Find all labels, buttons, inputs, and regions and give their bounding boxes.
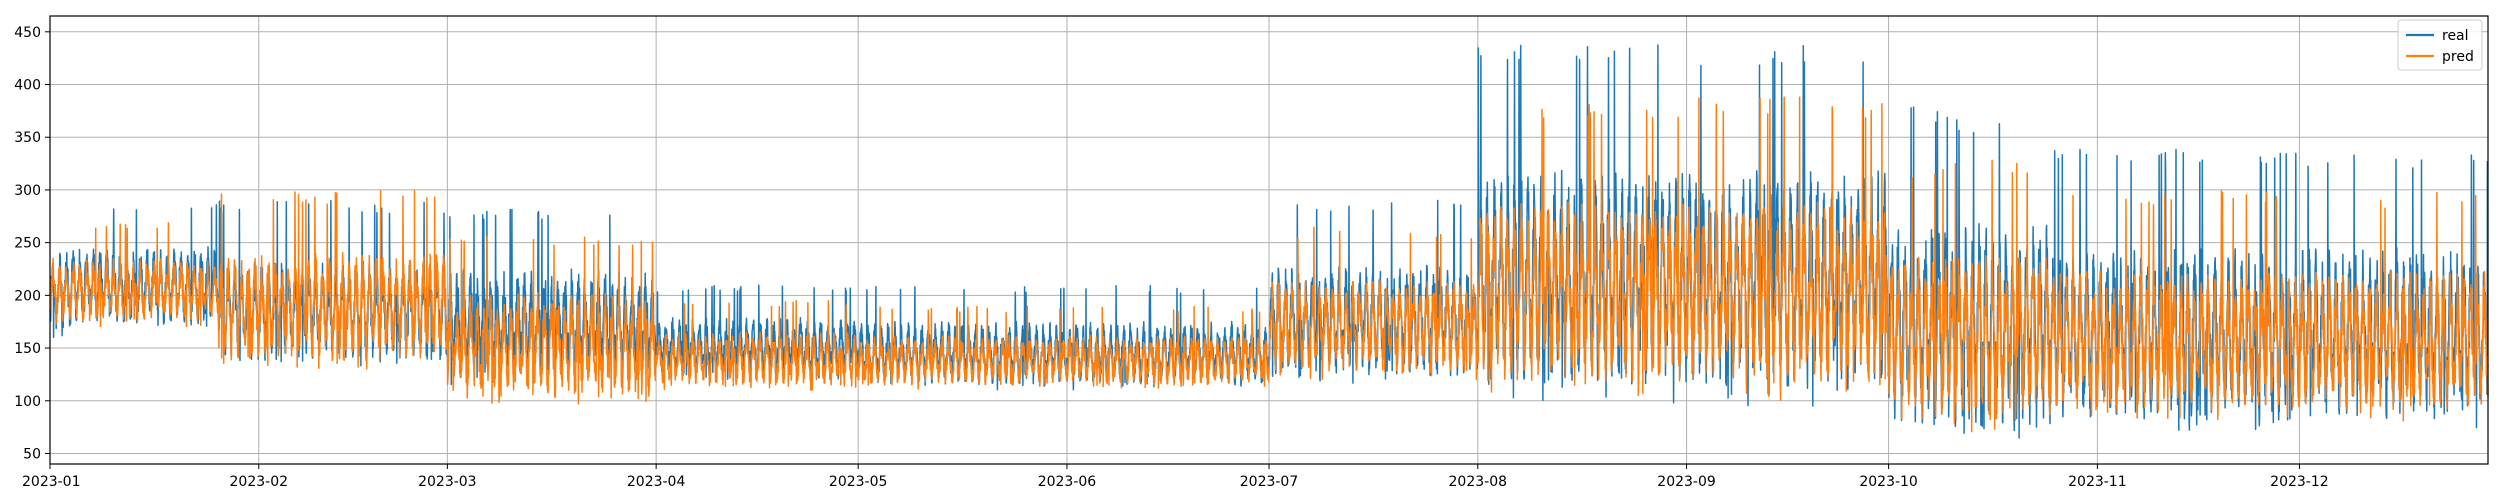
x-axis: 2023-01 2023-02 2023-03 2023-04 2023-05 2023-… — [22, 464, 2329, 490]
grid-layer — [49, 16, 2488, 464]
x-tick-label: 2023-04 — [627, 474, 686, 490]
y-tick-label: 400 — [14, 78, 41, 94]
y-tick-label: 450 — [14, 25, 41, 41]
x-tick-label: 2023-11 — [2068, 474, 2127, 490]
series-line-pred — [49, 96, 2489, 433]
x-tick-label: 2023-05 — [829, 474, 888, 490]
x-tick-label: 2023-09 — [1657, 474, 1716, 490]
x-tick-label: 2023-08 — [1449, 474, 1508, 490]
x-tick-label: 2023-06 — [1038, 474, 1097, 490]
y-tick-label: 350 — [14, 130, 41, 146]
series-layer — [49, 44, 2489, 439]
y-tick-label: 100 — [14, 394, 41, 410]
legend-box — [2397, 19, 2483, 71]
legend-label-pred: pred — [2442, 49, 2474, 65]
x-tick-label: 2023-10 — [1859, 474, 1918, 490]
y-tick-label: 200 — [14, 288, 41, 304]
y-tick-label: 250 — [14, 236, 41, 252]
x-tick-label: 2023-12 — [2270, 474, 2329, 490]
y-tick-label: 50 — [23, 446, 41, 462]
x-tick-label: 2023-02 — [230, 474, 289, 490]
y-tick-label: 150 — [14, 341, 41, 357]
x-tick-label: 2023-07 — [1240, 474, 1299, 490]
x-tick-label: 2023-01 — [22, 474, 81, 490]
legend: real pred — [2397, 19, 2483, 71]
legend-label-real: real — [2442, 28, 2469, 44]
y-axis: 50 100 150 200 250 300 350 400 450 — [14, 25, 50, 462]
y-tick-label: 300 — [14, 183, 41, 199]
x-tick-label: 2023-03 — [418, 474, 477, 490]
